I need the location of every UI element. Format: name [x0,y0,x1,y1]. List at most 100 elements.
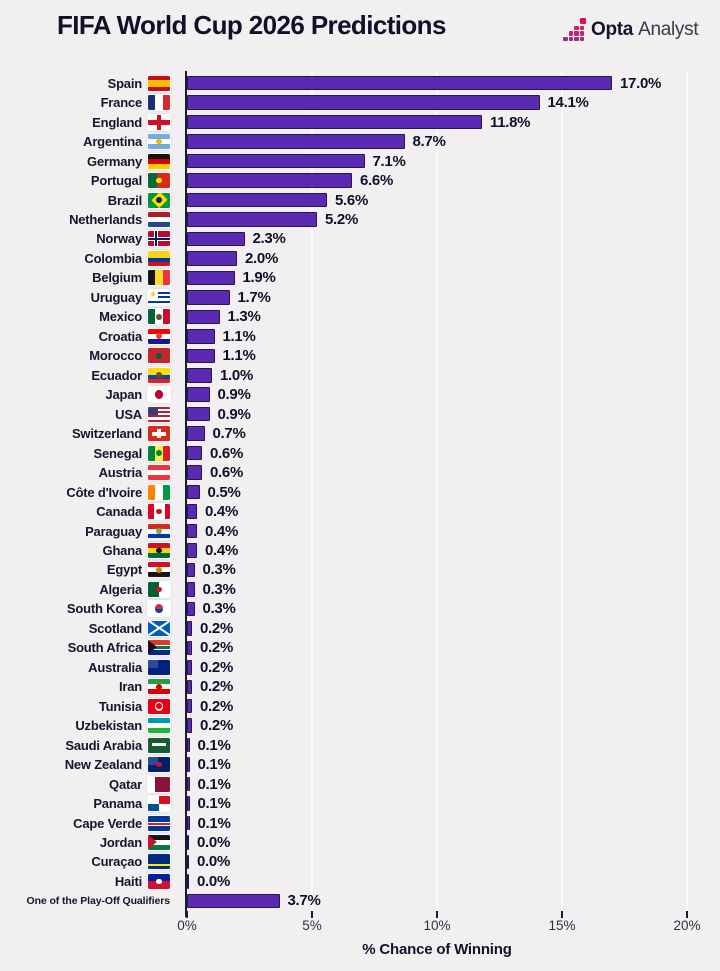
value-label-cape-verde: 0.1% [197,814,231,832]
category-label-ecuador: Ecuador [91,367,142,383]
bar-portugal [187,173,352,188]
value-label-uzbekistan: 0.2% [200,717,233,735]
value-label-brazil: 5.6% [335,191,368,209]
value-label-scotland: 0.2% [200,619,233,637]
category-label-panama: Panama [93,796,142,812]
bar-c-te-d-ivoire [187,484,200,500]
value-label-c-te-d-ivoire: 0.5% [207,483,241,501]
chart-row-tunisia: Tunisia 0.2% [0,697,720,716]
chart-row-uruguay: Uruguay 1.7% [0,288,720,307]
chart-row-colombia: Colombia 2.0% [0,249,720,268]
bar-netherlands [187,212,317,227]
category-label-norway: Norway [96,231,142,247]
category-label-argentina: Argentina [83,134,142,150]
bar-belgium [187,270,235,286]
category-label-mexico: Mexico [99,309,142,325]
gridline [436,71,438,917]
chart-row-paraguay: Paraguay 0.4% [0,521,720,540]
bar-usa [187,406,210,422]
x-tick-label: 10% [423,918,451,933]
category-label-egypt: Egypt [106,562,142,578]
bar-morocco [187,348,215,364]
flag-icon-ecuador [148,367,170,383]
flag-icon-south-africa [148,640,170,656]
flag-icon-algeria [148,581,170,597]
category-label-japan: Japan [105,387,142,403]
bar-one-of-the-play-off-qualifiers [187,893,280,909]
value-label-tunisia: 0.2% [200,697,233,715]
flag-icon-iran [148,679,170,695]
value-label-uruguay: 1.7% [237,288,271,306]
flag-icon-switzerland [148,426,170,442]
flag-icon-canada [148,504,170,520]
flag-icon-japan [148,387,170,403]
flag-icon-haiti [148,873,170,889]
bar-new-zealand [187,757,190,772]
flag-icon-argentina [148,134,170,150]
bar-germany [187,153,365,169]
x-tick-mark [686,911,688,918]
bar-panama [187,796,190,811]
bar-south-korea [187,601,195,617]
value-label-haiti: 0.0% [197,872,230,890]
value-label-spain: 17.0% [620,74,662,92]
chart-row-cape-verde: Cape Verde 0.1% [0,813,720,832]
bar-brazil [187,192,327,208]
bar-cape-verde [187,815,190,831]
category-label-spain: Spain [107,75,143,91]
value-label-australia: 0.2% [200,658,233,676]
chart-row-usa: USA 0.9% [0,404,720,423]
category-label-uzbekistan: Uzbekistan [75,718,142,734]
flag-icon-saudi-arabia [148,737,170,753]
category-label-south-korea: South Korea [66,601,142,617]
chart-row-japan: Japan 0.9% [0,385,720,404]
category-label-qatar: Qatar [109,776,142,792]
chart-row-qatar: Qatar 0.1% [0,774,720,793]
flag-icon-c-te-d-ivoire [148,484,170,500]
bar-jordan [187,835,189,850]
chart-row-australia: Australia 0.2% [0,658,720,677]
category-label-haiti: Haiti [114,873,142,889]
category-label-cura-ao: Curaçao [91,854,142,870]
value-label-ecuador: 1.0% [220,366,253,384]
value-label-iran: 0.2% [200,678,233,696]
chart-row-canada: Canada 0.4% [0,502,720,521]
bar-cura-ao [187,854,189,870]
x-tick-mark [561,911,563,918]
chart-row-austria: Austria 0.6% [0,463,720,482]
category-label-c-te-d-ivoire: Côte d'Ivoire [66,484,142,500]
bar-canada [187,504,197,519]
chart-row-c-te-d-ivoire: Côte d'Ivoire 0.5% [0,482,720,501]
category-label-australia: Australia [88,659,142,675]
bar-norway [187,231,245,247]
x-tick-label: 5% [302,918,322,933]
chart-row-mexico: Mexico 1.3% [0,307,720,326]
flag-icon-usa [148,406,170,422]
chart-row-morocco: Morocco 1.1% [0,346,720,365]
bar-south-africa [187,640,192,656]
chart-row-south-africa: South Africa 0.2% [0,638,720,657]
value-label-qatar: 0.1% [197,775,231,793]
flag-icon-uzbekistan [148,718,170,734]
chart-row-uzbekistan: Uzbekistan 0.2% [0,716,720,735]
y-axis-line [184,71,187,917]
flag-icon-austria [148,465,170,481]
category-label-colombia: Colombia [84,250,142,266]
bar-mexico [187,309,220,325]
category-label-belgium: Belgium [92,270,142,286]
bar-switzerland [187,426,205,441]
chart-row-spain: Spain 17.0% [0,74,720,93]
value-label-colombia: 2.0% [245,249,278,267]
category-label-uruguay: Uruguay [90,289,143,305]
category-label-algeria: Algeria [99,581,142,597]
bar-tunisia [187,698,192,714]
flag-icon-france [148,95,170,111]
category-label-brazil: Brazil [107,192,142,208]
brand-name-opta: Opta [591,19,634,40]
gridline [561,71,563,917]
x-tick-label: 20% [673,918,701,933]
bar-spain [187,75,612,91]
value-label-england: 11.8% [490,113,531,131]
category-label-saudi-arabia: Saudi Arabia [65,737,142,753]
